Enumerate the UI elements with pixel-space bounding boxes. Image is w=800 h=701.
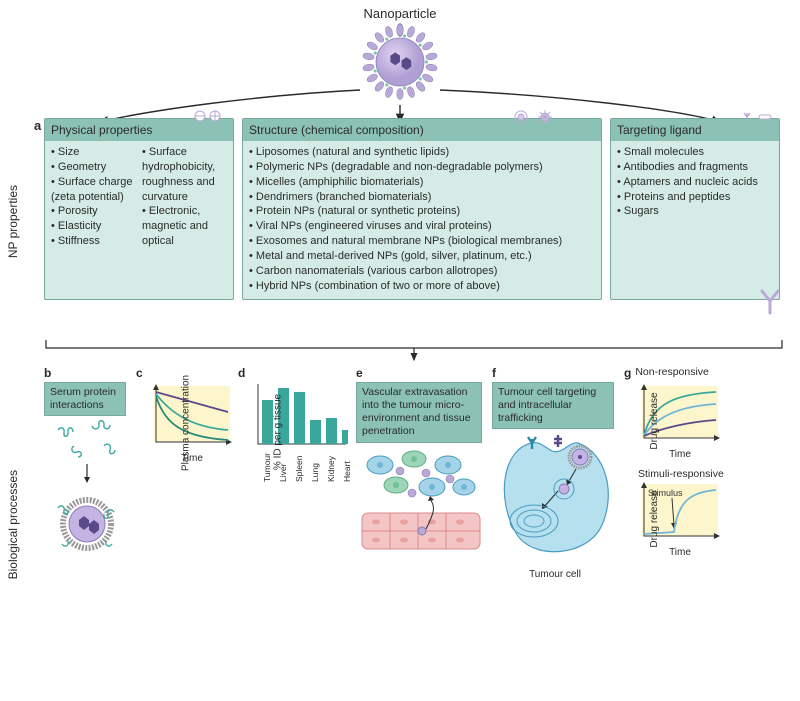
list-item: Elasticity: [51, 219, 136, 234]
list-item: Hybrid NPs (combination of two or more o…: [249, 279, 595, 294]
side-label-biological: Biological processes: [6, 470, 20, 579]
panel-c-ylabel: Plasma concentration: [181, 375, 192, 471]
bar-label: Spleen: [294, 453, 310, 482]
list-item: Metal and metal-derived NPs (gold, silve…: [249, 249, 595, 264]
list-item: Surface charge (zeta potential): [51, 175, 136, 205]
list-item: Porosity: [51, 204, 136, 219]
structure-list: Liposomes (natural and synthetic lipids)…: [249, 145, 595, 293]
tumour-cell-icon: [492, 429, 618, 569]
panel-d: d % ID per g tissue TumourLiverSpleenLun…: [238, 366, 350, 482]
list-item: Stiffness: [51, 234, 136, 249]
biodist-categories: TumourLiverSpleenLungKidneyHeart: [262, 453, 358, 482]
panel-f: f Tumour cell targeting and intracellula…: [492, 366, 618, 580]
bar-label: Liver: [278, 453, 294, 482]
box-ligand: Targeting ligand Small moleculesAntibodi…: [610, 118, 780, 300]
ligand-mini-icon: [741, 109, 785, 169]
panel-letter-c: c: [136, 366, 143, 380]
panel-g-bottom-xlabel: Time: [638, 547, 722, 558]
list-item: Viral NPs (engineered viruses and viral …: [249, 219, 595, 234]
panel-letter-a: a: [34, 118, 41, 133]
list-item: Surface hydrophobicity, roughness and cu…: [142, 145, 227, 204]
list-item: Carbon nanomaterials (various carbon all…: [249, 264, 595, 279]
biodist-chart: [252, 382, 348, 446]
physical-mini-icon: [193, 109, 223, 123]
panel-c-xlabel: Time: [150, 453, 234, 464]
list-item: Polymeric NPs (degradable and non-degrad…: [249, 160, 595, 175]
panel-letter-d: d: [238, 366, 245, 380]
physical-list-2: Surface hydrophobicity, roughness and cu…: [142, 145, 227, 249]
list-item: Liposomes (natural and synthetic lipids): [249, 145, 595, 160]
bracket-arrow: [44, 336, 784, 362]
panel-letter-e: e: [356, 366, 363, 380]
box-structure: Structure (chemical composition) Liposom…: [242, 118, 602, 300]
panel-e-label: Vascular extravasation into the tumour m…: [356, 382, 482, 443]
list-item: Micelles (amphiphilic biomaterials): [249, 175, 595, 190]
antibody-icon: [757, 285, 783, 315]
serum-protein-icon: [44, 416, 130, 566]
panel-f-label: Tumour cell targeting and intracellular …: [492, 382, 614, 429]
biological-row: b Serum protein interactions: [44, 366, 784, 580]
bar-label: Kidney: [326, 453, 342, 482]
list-item: Exosomes and natural membrane NPs (biolo…: [249, 234, 595, 249]
panel-e: e Vascular extravasation into the tumour…: [356, 366, 486, 563]
bar-label: Lung: [310, 453, 326, 482]
panel-g-bottom-ylabel: Drug release: [649, 490, 660, 547]
plasma-chart: [150, 382, 234, 446]
panel-letter-f: f: [492, 366, 496, 380]
panel-c: c Plasma concentration Time: [136, 366, 232, 464]
panel-letter-b: b: [44, 366, 51, 380]
list-item: Dendrimers (branched biomaterials): [249, 190, 595, 205]
list-item: Geometry: [51, 160, 136, 175]
extravasation-icon: [356, 443, 486, 563]
list-item: Protein NPs (natural or synthetic protei…: [249, 204, 595, 219]
panel-b-label: Serum protein interactions: [44, 382, 126, 416]
side-label-np-properties: NP properties: [6, 185, 20, 258]
list-item: Aptamers and nucleic acids: [617, 175, 773, 190]
list-item: Proteins and peptides: [617, 190, 773, 205]
figure-title: Nanoparticle: [0, 6, 800, 21]
list-item: Sugars: [617, 204, 773, 219]
panel-g-bottom-title: Stimuli-responsive: [638, 468, 724, 480]
panel-g: g Non-responsive Drug release Time Stimu…: [624, 366, 732, 558]
tumour-cell-caption: Tumour cell: [492, 569, 618, 580]
panel-g-top-xlabel: Time: [638, 449, 722, 460]
panel-letter-g: g: [624, 366, 631, 380]
panel-g-top-ylabel: Drug release: [649, 392, 660, 449]
bar-label: Tumour: [262, 453, 278, 482]
list-item: Size: [51, 145, 136, 160]
panel-b: b Serum protein interactions: [44, 366, 130, 566]
physical-list-1: SizeGeometrySurface charge (zeta potenti…: [51, 145, 136, 249]
structure-mini-icon: [511, 107, 561, 127]
list-item: Electronic, magnetic and optical: [142, 204, 227, 249]
panel-g-top-title: Non-responsive: [635, 366, 709, 378]
np-properties-row: Physical properties SizeGeometrySurface …: [44, 118, 784, 300]
box-physical: Physical properties SizeGeometrySurface …: [44, 118, 234, 300]
